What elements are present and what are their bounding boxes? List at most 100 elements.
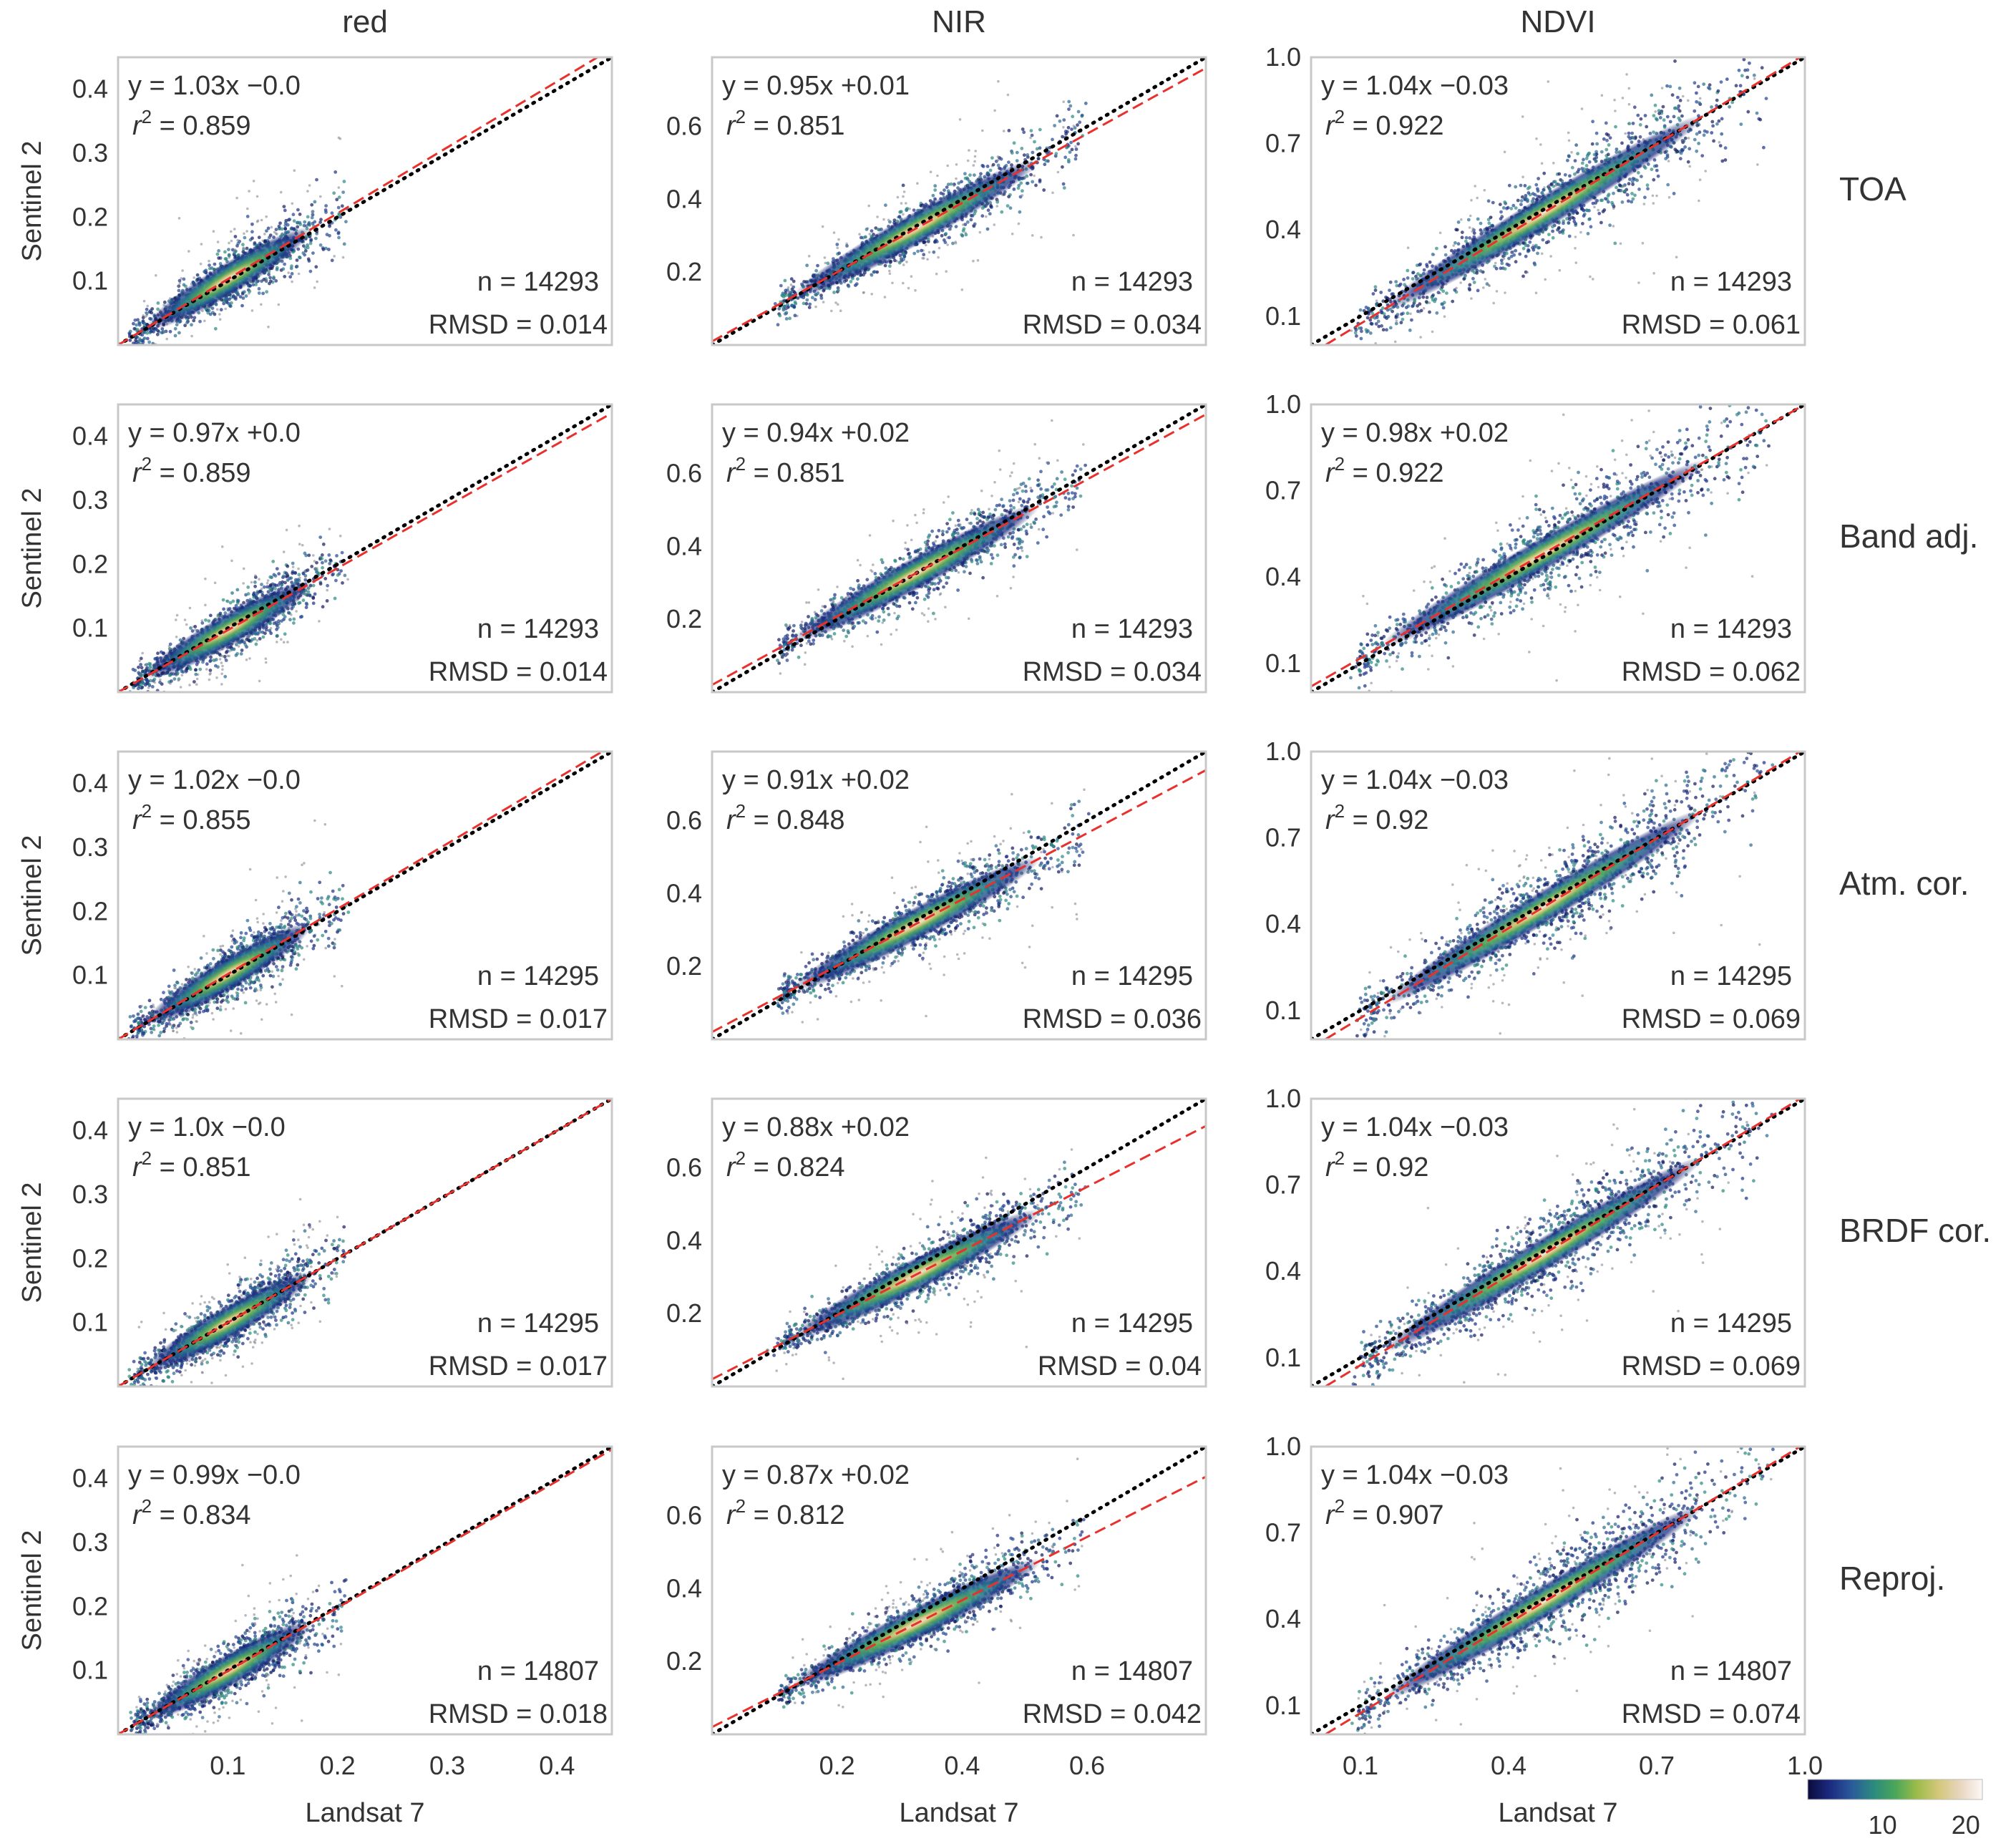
sample-count: n = 14293 <box>1071 614 1193 644</box>
panel-frame <box>1310 1097 1806 1388</box>
fit-line <box>712 67 1206 343</box>
rmsd-value: RMSD = 0.014 <box>429 657 608 687</box>
y-tick-label: 0.4 <box>72 422 108 451</box>
fit-line <box>712 1124 1206 1381</box>
one-to-one-line <box>118 404 612 692</box>
panel-nir-2: 0.2 0.4 0.6 y = 0.91x +0.02 r2 = 0.848 n = 14… <box>666 750 1207 1041</box>
y-tick-label: 0.1 <box>72 1308 108 1337</box>
fit-line <box>712 1475 1206 1729</box>
y-tick-label: 1.0 <box>1265 42 1301 72</box>
y-tick-label: 0.3 <box>72 1527 108 1557</box>
panel-red-0: 0.1 0.2 0.3 0.4 y = 1.03x −0.0 r2 = 0.859 n = … <box>72 56 613 346</box>
one-to-one-line <box>712 752 1206 1039</box>
rmsd-value: RMSD = 0.017 <box>429 1351 608 1381</box>
y-tick-label: 0.4 <box>1265 1604 1301 1633</box>
fit-line <box>118 1099 612 1386</box>
panel-frame <box>1310 1445 1806 1736</box>
panel-frame <box>711 56 1207 346</box>
regression-equation: y = 0.97x +0.0 <box>128 418 301 448</box>
fit-line <box>1323 1447 1803 1734</box>
y-axis-label: Sentinel 2 <box>17 1182 47 1303</box>
y-tick-label: 1.0 <box>1265 389 1301 419</box>
panel-frame <box>711 750 1207 1041</box>
x-tick-label: 0.2 <box>320 1751 356 1780</box>
r-squared: r2 = 0.855 <box>132 800 251 835</box>
one-to-one-line <box>1311 1447 1805 1734</box>
panel-ndvi-1: 0.1 0.4 0.7 1.0 y = 0.98x +0.02 r2 = 0.922 n =… <box>1265 389 1806 694</box>
panel-frame <box>117 1097 613 1388</box>
panel-ndvi-4: 0.1 0.4 0.7 1.0 y = 1.04x −0.03 r2 = 0.907 n =… <box>1265 1432 1806 1736</box>
y-tick-label: 0.4 <box>1265 215 1301 244</box>
one-to-one-line <box>712 57 1206 345</box>
one-to-one-line <box>1311 404 1805 692</box>
y-tick-label: 0.4 <box>1265 1256 1301 1286</box>
panel-frame <box>117 1445 613 1736</box>
fit-line <box>1311 404 1805 688</box>
row-label-1: Band adj. <box>1839 518 1978 555</box>
r-squared: r2 = 0.92 <box>1325 1147 1428 1182</box>
panel-frame <box>1310 56 1806 346</box>
sample-count: n = 14807 <box>1670 1656 1792 1686</box>
y-tick-label: 0.4 <box>666 878 702 908</box>
y-tick-label: 0.2 <box>666 1298 702 1328</box>
panel-frame <box>711 403 1207 694</box>
fit-line <box>1323 57 1803 345</box>
y-tick-label: 0.3 <box>72 1180 108 1209</box>
y-axis-label: Sentinel 2 <box>17 1530 47 1651</box>
y-axis-label: Sentinel 2 <box>17 140 47 261</box>
panel-frame <box>1310 403 1806 694</box>
panel-nir-1: 0.2 0.4 0.6 y = 0.94x +0.02 r2 = 0.851 n = 14… <box>666 403 1207 694</box>
row-label-0: TOA <box>1839 170 1907 208</box>
fit-line <box>1323 1099 1803 1386</box>
one-to-one-line <box>1311 57 1805 345</box>
panel-frame <box>117 750 613 1041</box>
y-tick-label: 0.6 <box>666 1501 702 1530</box>
rmsd-value: RMSD = 0.034 <box>1023 310 1202 340</box>
r-squared: r2 = 0.812 <box>726 1495 845 1530</box>
column-title-red: red <box>342 4 388 39</box>
y-tick-label: 0.1 <box>72 613 108 643</box>
y-axis-label: Sentinel 2 <box>17 487 47 608</box>
panel-red-1: 0.1 0.2 0.3 0.4 y = 0.97x +0.0 r2 = 0.859 n = … <box>72 403 613 694</box>
y-tick-label: 0.4 <box>72 1464 108 1493</box>
r-squared: r2 = 0.824 <box>726 1147 845 1182</box>
y-tick-label: 0.4 <box>72 769 108 798</box>
rmsd-value: RMSD = 0.074 <box>1622 1699 1801 1729</box>
rmsd-value: RMSD = 0.069 <box>1622 1351 1801 1381</box>
r-squared: r2 = 0.859 <box>132 453 251 488</box>
y-tick-label: 0.4 <box>666 184 702 213</box>
panel-nir-3: 0.2 0.4 0.6 y = 0.88x +0.02 r2 = 0.824 n = 14… <box>666 1097 1207 1388</box>
y-tick-label: 1.0 <box>1265 1432 1301 1461</box>
rmsd-value: RMSD = 0.062 <box>1622 657 1801 687</box>
one-to-one-line <box>118 57 612 345</box>
y-tick-label: 1.0 <box>1265 737 1301 766</box>
y-tick-label: 0.1 <box>1265 1343 1301 1372</box>
y-tick-label: 0.2 <box>72 1243 108 1273</box>
rmsd-value: RMSD = 0.034 <box>1023 657 1202 687</box>
y-tick-label: 0.4 <box>1265 562 1301 591</box>
y-tick-label: 0.3 <box>72 138 108 167</box>
r-squared: r2 = 0.851 <box>132 1147 251 1182</box>
y-tick-label: 0.4 <box>72 74 108 104</box>
x-tick-label: 0.1 <box>210 1751 245 1780</box>
colorbar-gradient <box>1807 1779 1983 1800</box>
panel-nir-0: 0.2 0.4 0.6 y = 0.95x +0.01 r2 = 0.851 n = 14… <box>666 56 1207 346</box>
fit-line <box>118 1448 612 1734</box>
panel-ndvi-3: 0.1 0.4 0.7 1.0 y = 1.04x −0.03 r2 = 0.92 n = … <box>1265 1084 1806 1388</box>
row-label-2: Atm. cor. <box>1839 865 1969 902</box>
fit-line <box>712 769 1206 1034</box>
panel-ndvi-2: 0.1 0.4 0.7 1.0 y = 1.04x −0.03 r2 = 0.92 n = … <box>1265 737 1806 1041</box>
r-squared: r2 = 0.848 <box>726 800 845 835</box>
x-tick-label: 0.2 <box>819 1751 855 1780</box>
y-tick-label: 0.7 <box>1265 1170 1301 1200</box>
colorbar-tick-label: 10 <box>1869 1810 1897 1840</box>
y-tick-label: 0.1 <box>72 266 108 296</box>
panel-red-4: 0.1 0.2 0.3 0.4 y = 0.99x −0.0 r2 = 0.834 n = … <box>72 1445 613 1736</box>
r-squared: r2 = 0.859 <box>132 106 251 141</box>
regression-equation: y = 1.04x −0.03 <box>1321 765 1509 795</box>
panel-frame <box>1310 750 1806 1041</box>
regression-equation: y = 1.04x −0.03 <box>1321 71 1509 101</box>
y-tick-label: 0.2 <box>72 202 108 231</box>
y-tick-label: 0.6 <box>666 806 702 835</box>
row-label-4: Reproj. <box>1839 1560 1945 1597</box>
